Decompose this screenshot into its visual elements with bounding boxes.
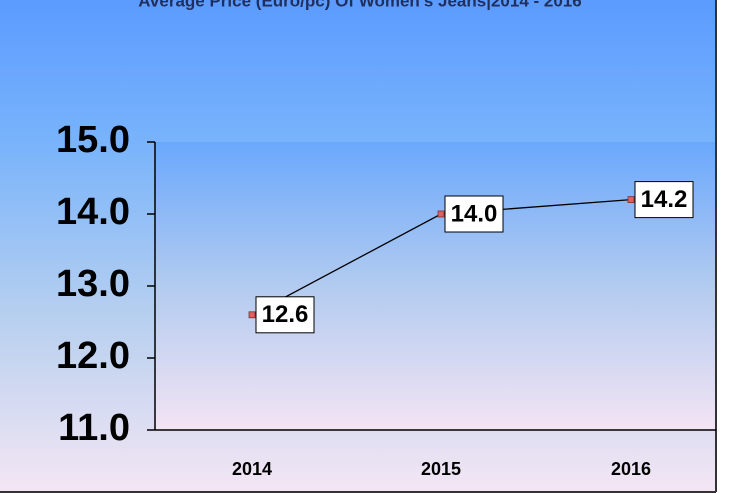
- chart-title: Average Price (Euro/pc) Of Women's Jeans…: [138, 0, 581, 10]
- x-tick-label: 2014: [232, 459, 272, 479]
- value-label-box: [255, 296, 315, 334]
- value-label: 12.6: [262, 301, 309, 328]
- marker: [248, 311, 256, 319]
- y-tick-label: 13.0: [56, 263, 130, 305]
- value-label: 14.0: [451, 200, 498, 227]
- y-tick-label: 14.0: [56, 191, 130, 233]
- y-tick-label: 15.0: [56, 119, 130, 161]
- y-tick-label: 11.0: [58, 407, 130, 449]
- value-label-box: [444, 195, 504, 233]
- value-label-box: [634, 181, 694, 219]
- value-label: 14.2: [641, 186, 688, 213]
- x-tick-label: 2015: [421, 459, 461, 479]
- x-tick-label: 2016: [611, 459, 651, 479]
- marker: [627, 196, 635, 204]
- y-tick-label: 12.0: [56, 335, 130, 377]
- plot-area: [155, 142, 716, 430]
- marker: [437, 210, 445, 218]
